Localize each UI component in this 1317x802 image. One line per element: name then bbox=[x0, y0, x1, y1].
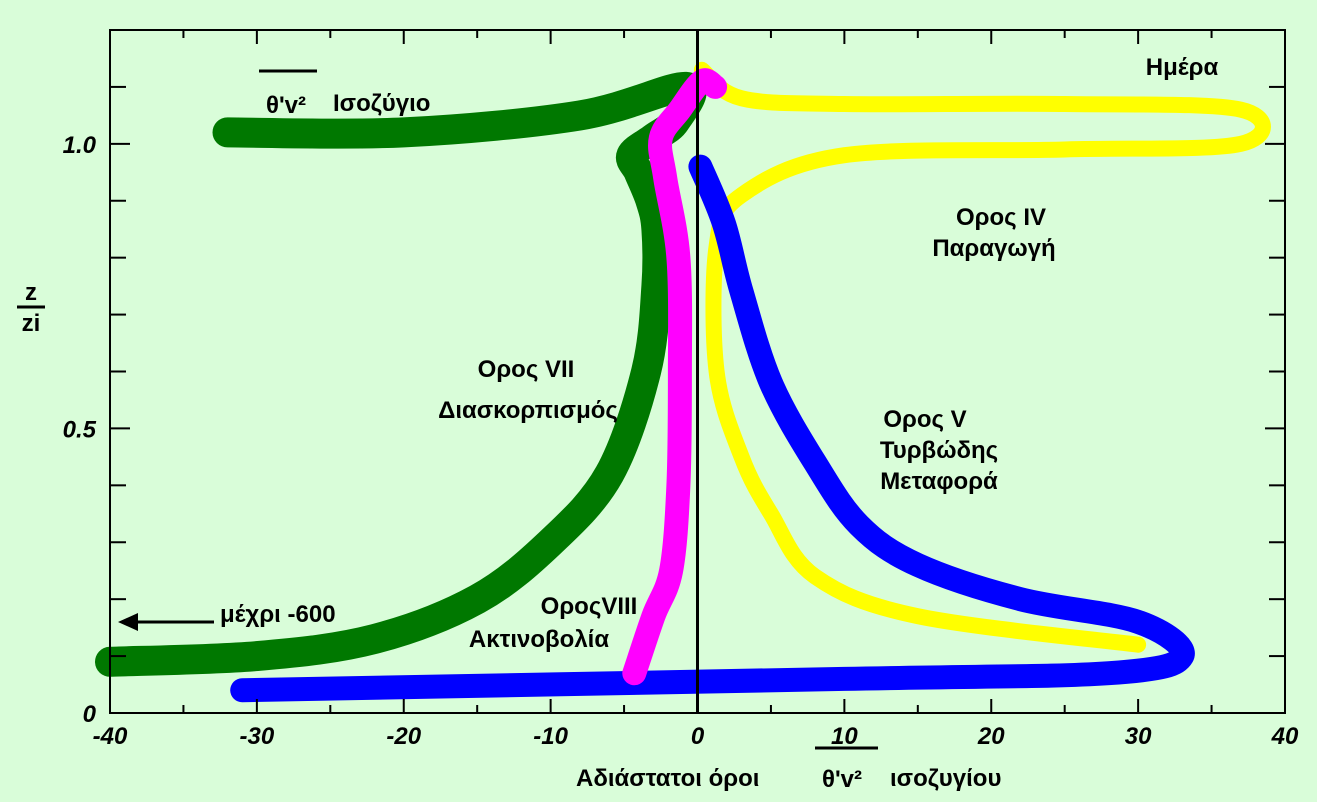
budget-symbol: θ'v² bbox=[266, 92, 306, 119]
term-viii-band bbox=[622, 68, 728, 686]
series-layer bbox=[95, 61, 1271, 703]
axes-layer bbox=[109, 29, 1286, 714]
y-tick-label: 1.0 bbox=[63, 132, 97, 159]
x-tick-label: 0 bbox=[691, 723, 705, 750]
x-tick-label: 10 bbox=[831, 723, 858, 750]
y-tick-label: 0.5 bbox=[63, 416, 97, 443]
x-axis-label-suffix: ισοζυγίου bbox=[890, 765, 1001, 792]
y-tick-label: 0 bbox=[83, 701, 97, 728]
budget-label: Ισοζύγιο bbox=[333, 90, 430, 117]
term-vii-label-line1: Ορος VII bbox=[478, 356, 575, 383]
term-viii-label-line2: Ακτινοβολία bbox=[469, 626, 609, 653]
x-axis-label: Αδιάστατοι όροι bbox=[576, 765, 759, 792]
x-tick-label: -20 bbox=[386, 723, 421, 750]
x-tick-label: -40 bbox=[93, 723, 128, 750]
labels-layer: -40 -30 -20 -10 0 10 20 30 40 0 0.5 1.0 z zi Αδιάστατο… bbox=[17, 54, 1299, 793]
x-tick-label: 30 bbox=[1125, 723, 1152, 750]
term-v-label-line2: Τυρβώδης bbox=[880, 437, 998, 464]
x-tick-label: -30 bbox=[240, 723, 275, 750]
term-v-label-line3: Μεταφορά bbox=[880, 468, 998, 495]
x-axis-label-symbol: θ'v² bbox=[822, 766, 862, 793]
term-iv-band bbox=[693, 61, 1271, 653]
term-v-band bbox=[230, 154, 1195, 703]
term-iv-label-line2: Παραγωγή bbox=[932, 235, 1055, 262]
arrow-head bbox=[118, 613, 138, 631]
x-tick-label: -10 bbox=[533, 723, 568, 750]
y-axis-label-numerator: z bbox=[25, 279, 37, 306]
x-tick-label: 20 bbox=[977, 723, 1005, 750]
y-axis-label-denominator: zi bbox=[22, 310, 41, 337]
term-vii-label-line2: Διασκορπισμός bbox=[438, 397, 618, 424]
term-iv-label-line1: Ορος IV bbox=[956, 204, 1046, 231]
term-viii-label-line1: ΟροςVIII bbox=[541, 593, 638, 620]
term-vii-band bbox=[95, 71, 707, 677]
panel-label: Ημέρα bbox=[1146, 54, 1219, 81]
term-v-label-line1: Ορος V bbox=[883, 406, 966, 433]
x-tick-label: 40 bbox=[1271, 723, 1299, 750]
arrow-annotation: μέχρι -600 bbox=[220, 601, 336, 628]
